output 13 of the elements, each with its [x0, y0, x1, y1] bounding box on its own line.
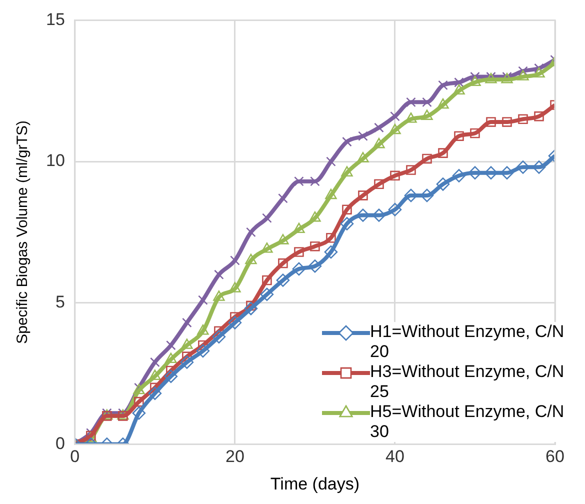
legend-label: H3=Without Enzyme, C/N 25: [370, 362, 566, 402]
y-tick-label: 5: [55, 292, 65, 312]
x-tick-label: 60: [546, 447, 564, 466]
x-tick-label: 40: [386, 447, 404, 466]
y-tick-label: 10: [46, 151, 65, 170]
y-tick-label: 0: [55, 434, 65, 453]
legend-label: H1=Without Enzyme, C/N 20: [370, 322, 566, 362]
y-axis-title: Specific Biogas Volume (ml/grTS): [14, 120, 32, 344]
legend-label: H5=Without Enzyme, C/N 30: [370, 402, 566, 442]
x-axis-title: Time (days): [270, 474, 360, 494]
y-tick-label: 15: [46, 10, 65, 29]
x-tick-label: 20: [225, 447, 244, 466]
x-tick-label: 0: [70, 447, 80, 466]
